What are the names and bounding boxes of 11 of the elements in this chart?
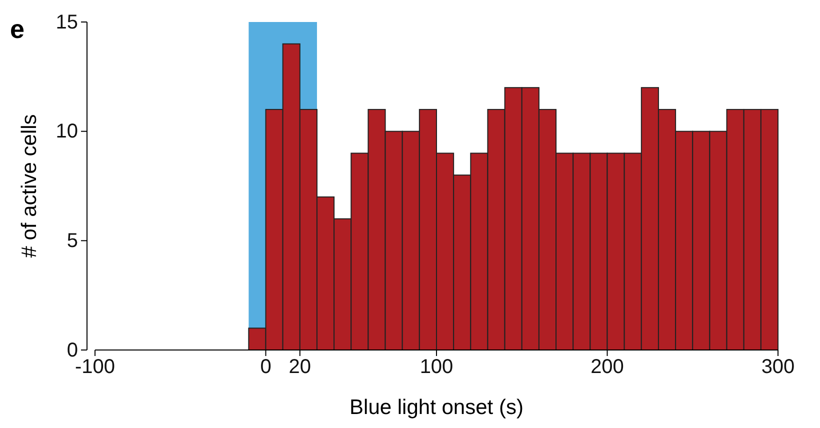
x-axis-title: Blue light onset (s)	[350, 396, 524, 419]
y-axis-title: # of active cells	[18, 114, 41, 258]
text: e	[10, 14, 24, 44]
y-tick-label: 5	[66, 230, 78, 252]
y-tick-label: 15	[56, 11, 78, 34]
x-tick-label: 0	[260, 356, 272, 378]
x-tick-label: 20	[288, 356, 312, 378]
x-tick-label: 200	[590, 356, 624, 378]
x-tick-label: 100	[420, 356, 454, 378]
x-tick-label: 300	[761, 356, 795, 378]
y-tick-label: 10	[56, 120, 78, 143]
